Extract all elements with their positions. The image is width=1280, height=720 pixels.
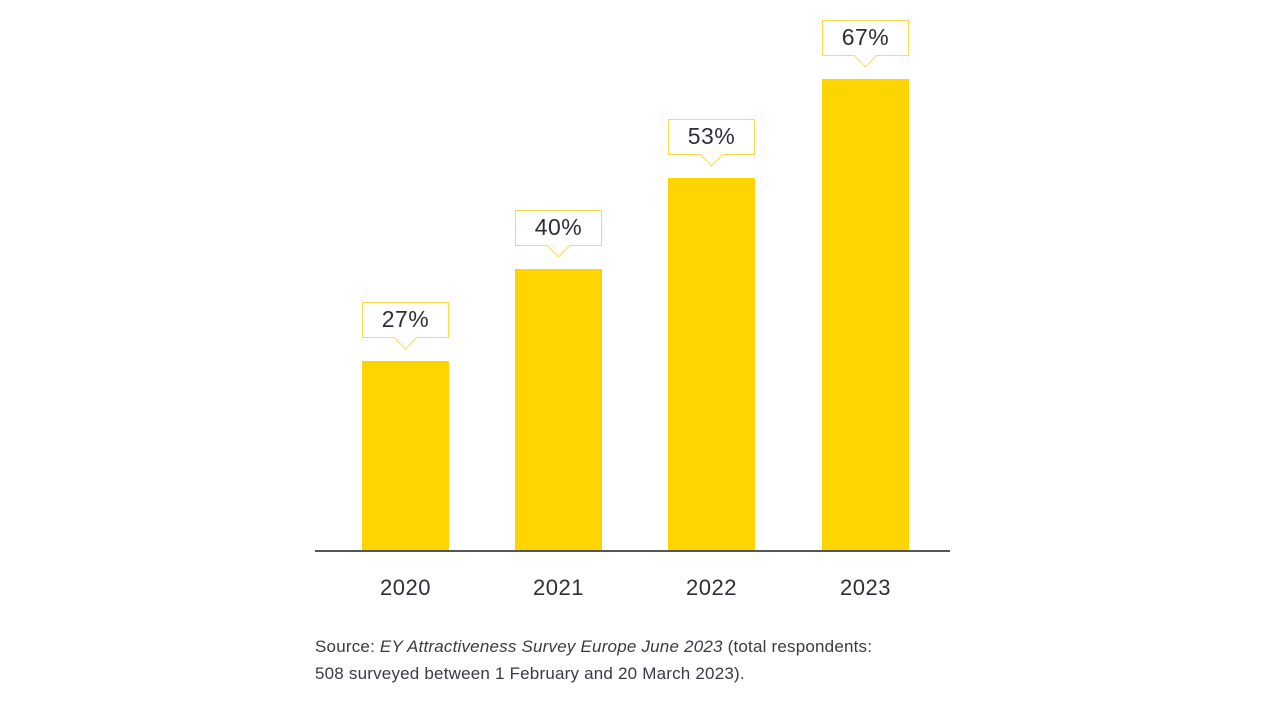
value-callout-2020: 27% xyxy=(362,302,449,350)
x-tick-label-2023: 2023 xyxy=(840,575,891,600)
value-label: 67% xyxy=(841,23,890,50)
bar-2020 xyxy=(362,361,449,551)
bar-2023 xyxy=(822,79,909,551)
bar-column-2022: 53% xyxy=(635,60,788,551)
value-label: 40% xyxy=(534,213,583,240)
source-line2: 508 surveyed between 1 February and 20 M… xyxy=(315,664,745,683)
bar-column-2020: 27% xyxy=(329,60,482,551)
bar-2022 xyxy=(668,178,755,551)
value-label: 53% xyxy=(687,122,736,149)
x-axis-labels: 2020 2021 2022 2023 xyxy=(315,575,950,605)
x-tick-label-2021: 2021 xyxy=(533,575,584,600)
value-callout-2023: 67% xyxy=(822,20,909,68)
source-suffix: (total respondents: xyxy=(722,637,873,656)
bar-chart-plot-area: 27% 40% 53% 67% xyxy=(315,20,950,551)
source-prefix: Source: xyxy=(315,637,380,656)
value-label: 27% xyxy=(381,305,430,332)
source-note: Source: EY Attractiveness Survey Europe … xyxy=(315,633,875,687)
value-callout-2022: 53% xyxy=(668,119,755,167)
bar-2021 xyxy=(515,269,602,551)
source-citation: EY Attractiveness Survey Europe June 202… xyxy=(379,637,723,656)
x-tick-label-2022: 2022 xyxy=(686,575,737,600)
value-callout-2021: 40% xyxy=(515,210,602,258)
bar-column-2023: 67% xyxy=(789,20,942,551)
bar-column-2021: 40% xyxy=(482,60,635,551)
x-axis-line xyxy=(315,550,950,552)
x-tick-label-2020: 2020 xyxy=(380,575,431,600)
